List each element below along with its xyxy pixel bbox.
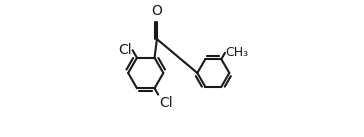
Text: O: O	[151, 4, 162, 18]
Text: CH₃: CH₃	[226, 46, 249, 59]
Text: Cl: Cl	[159, 96, 173, 110]
Text: Cl: Cl	[118, 43, 131, 57]
